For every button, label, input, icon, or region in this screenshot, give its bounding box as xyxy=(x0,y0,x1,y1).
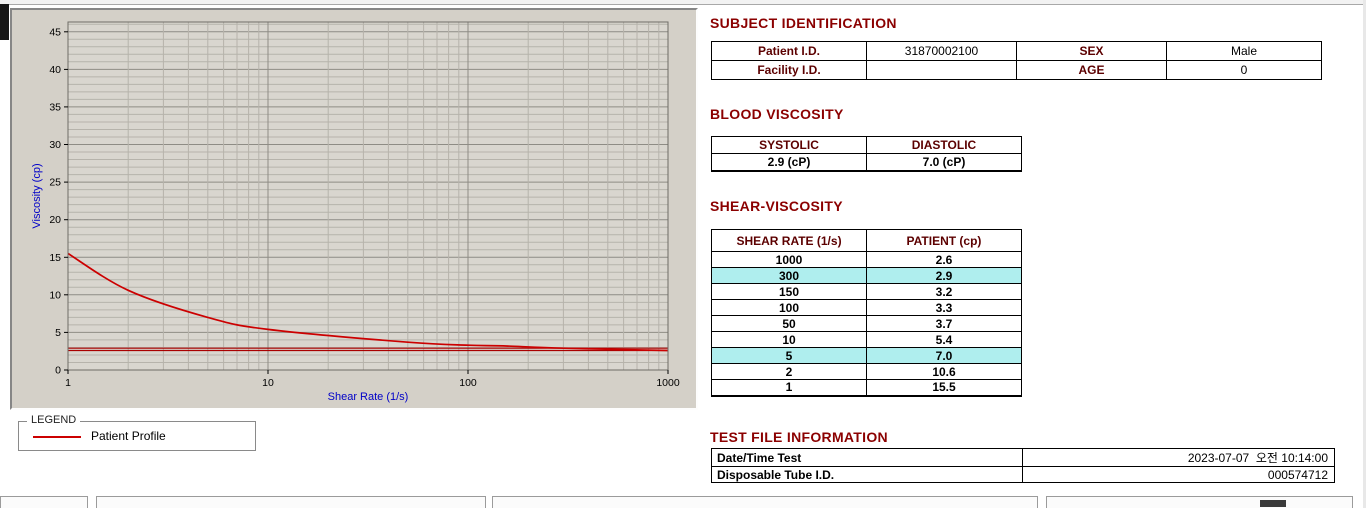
window-corner-fragment xyxy=(0,4,9,40)
facility-id-label: Facility I.D. xyxy=(711,60,867,80)
sex-value: Male xyxy=(1166,41,1322,61)
window-top-border xyxy=(0,0,1366,5)
bottom-panel-fragment xyxy=(492,496,1038,508)
age-value: 0 xyxy=(1166,60,1322,80)
subject-row: Facility I.D. AGE 0 xyxy=(711,60,1322,80)
patient-id-label: Patient I.D. xyxy=(711,41,867,61)
blood-viscosity-title: BLOOD VISCOSITY xyxy=(710,106,844,122)
subject-identification-title: SUBJECT IDENTIFICATION xyxy=(710,15,897,31)
sex-label: SEX xyxy=(1016,41,1167,61)
systolic-value: 2.9 (cP) xyxy=(711,153,867,172)
patient-viscosity-value: 2.6 xyxy=(866,251,1022,268)
shear-row: 2 10.6 xyxy=(711,363,1022,380)
shear-row: 10 5.4 xyxy=(711,331,1022,348)
disposable-tube-id-label: Disposable Tube I.D. xyxy=(711,466,1023,483)
shear-viscosity-title: SHEAR-VISCOSITY xyxy=(710,198,843,214)
facility-id-value xyxy=(866,60,1017,80)
svg-text:35: 35 xyxy=(49,101,61,113)
patient-viscosity-value: 10.6 xyxy=(866,363,1022,380)
svg-text:30: 30 xyxy=(49,139,61,151)
patient-viscosity-value: 3.2 xyxy=(866,283,1022,300)
svg-text:15: 15 xyxy=(49,252,61,264)
svg-text:40: 40 xyxy=(49,64,61,76)
shear-row: 150 3.2 xyxy=(711,283,1022,300)
shear-rate-value: 300 xyxy=(711,267,867,284)
test-file-row: Disposable Tube I.D. 000574712 xyxy=(711,466,1335,483)
patient-viscosity-value: 5.4 xyxy=(866,331,1022,348)
legend-title: LEGEND xyxy=(27,414,81,426)
bottom-panel-fragment xyxy=(96,496,486,508)
shear-row: 300 2.9 xyxy=(711,267,1022,284)
svg-text:10: 10 xyxy=(49,289,61,301)
test-file-information-table: Date/Time Test 2023-07-07 오전 10:14:00 Di… xyxy=(711,448,1335,483)
shear-viscosity-table: SHEAR RATE (1/s) PATIENT (cp) 1000 2.6 3… xyxy=(711,229,1022,397)
grid xyxy=(67,22,669,371)
test-file-row: Date/Time Test 2023-07-07 오전 10:14:00 xyxy=(711,448,1335,467)
svg-text:1: 1 xyxy=(65,377,71,389)
svg-text:100: 100 xyxy=(459,377,477,389)
blood-header-row: SYSTOLIC DIASTOLIC xyxy=(711,136,1022,154)
patient-viscosity-value: 15.5 xyxy=(866,379,1022,397)
patient-viscosity-value: 3.7 xyxy=(866,315,1022,332)
patient-viscosity-value: 2.9 xyxy=(866,267,1022,284)
shear-rate-value: 1 xyxy=(711,379,867,397)
shear-rate-value: 1000 xyxy=(711,251,867,268)
patient-viscosity-value: 3.3 xyxy=(866,299,1022,316)
systolic-header: SYSTOLIC xyxy=(711,136,867,154)
date-time-test-label: Date/Time Test xyxy=(711,448,1023,467)
shear-rate-value: 5 xyxy=(711,347,867,364)
patient-viscosity-value: 7.0 xyxy=(866,347,1022,364)
svg-text:0: 0 xyxy=(55,365,61,377)
svg-text:20: 20 xyxy=(49,214,61,226)
viscosity-chart-panel: 0 5 10 15 20 25 30 35 40 45 1 10 100 1000 Shear Rate (… xyxy=(10,8,698,410)
series-patient-profile xyxy=(67,252,669,352)
subject-identification-table: Patient I.D. 31870002100 SEX Male Facili… xyxy=(711,41,1322,80)
diastolic-value: 7.0 (cP) xyxy=(866,153,1022,172)
window-right-border xyxy=(1363,0,1366,508)
svg-text:45: 45 xyxy=(49,26,61,38)
axis-ticks: 0 5 10 15 20 25 30 35 40 45 1 10 100 1000 xyxy=(49,26,680,389)
svg-text:10: 10 xyxy=(262,377,274,389)
test-file-information-title: TEST FILE INFORMATION xyxy=(710,429,888,445)
legend-line-sample xyxy=(33,436,81,438)
shear-rate-value: 100 xyxy=(711,299,867,316)
chart-legend: LEGEND Patient Profile xyxy=(18,414,256,451)
svg-text:5: 5 xyxy=(55,327,61,339)
shear-rate-value: 10 xyxy=(711,331,867,348)
shear-row: 50 3.7 xyxy=(711,315,1022,332)
shear-row: 1000 2.6 xyxy=(711,251,1022,268)
blood-value-row: 2.9 (cP) 7.0 (cP) xyxy=(711,153,1022,172)
diastolic-header: DIASTOLIC xyxy=(866,136,1022,154)
bottom-fragment-glyph xyxy=(1260,500,1286,507)
blood-viscosity-table: SYSTOLIC DIASTOLIC 2.9 (cP) 7.0 (cP) xyxy=(711,136,1022,172)
shear-rate-value: 2 xyxy=(711,363,867,380)
date-time-test-value: 2023-07-07 오전 10:14:00 xyxy=(1022,448,1335,467)
shear-row: 5 7.0 xyxy=(711,347,1022,364)
shear-viscosity-chart: 0 5 10 15 20 25 30 35 40 45 1 10 100 1000 Shear Rate (… xyxy=(31,21,680,403)
bottom-panel-fragment xyxy=(1046,496,1353,508)
bottom-panel-fragment xyxy=(0,496,88,508)
shear-rate-value: 50 xyxy=(711,315,867,332)
x-axis-title: Shear Rate (1/s) xyxy=(328,391,409,403)
svg-text:1000: 1000 xyxy=(656,377,680,389)
patient-cp-header: PATIENT (cp) xyxy=(866,229,1022,252)
age-label: AGE xyxy=(1016,60,1167,80)
shear-header-row: SHEAR RATE (1/s) PATIENT (cp) xyxy=(711,229,1022,252)
shear-rate-value: 150 xyxy=(711,283,867,300)
svg-text:25: 25 xyxy=(49,177,61,189)
shear-row: 100 3.3 xyxy=(711,299,1022,316)
shear-row: 1 15.5 xyxy=(711,379,1022,397)
y-axis-title: Viscosity (cp) xyxy=(31,163,43,228)
subject-row: Patient I.D. 31870002100 SEX Male xyxy=(711,41,1322,61)
disposable-tube-id-value: 000574712 xyxy=(1022,466,1335,483)
legend-entry-label: Patient Profile xyxy=(91,429,166,443)
patient-id-value: 31870002100 xyxy=(866,41,1017,61)
shear-rate-header: SHEAR RATE (1/s) xyxy=(711,229,867,252)
